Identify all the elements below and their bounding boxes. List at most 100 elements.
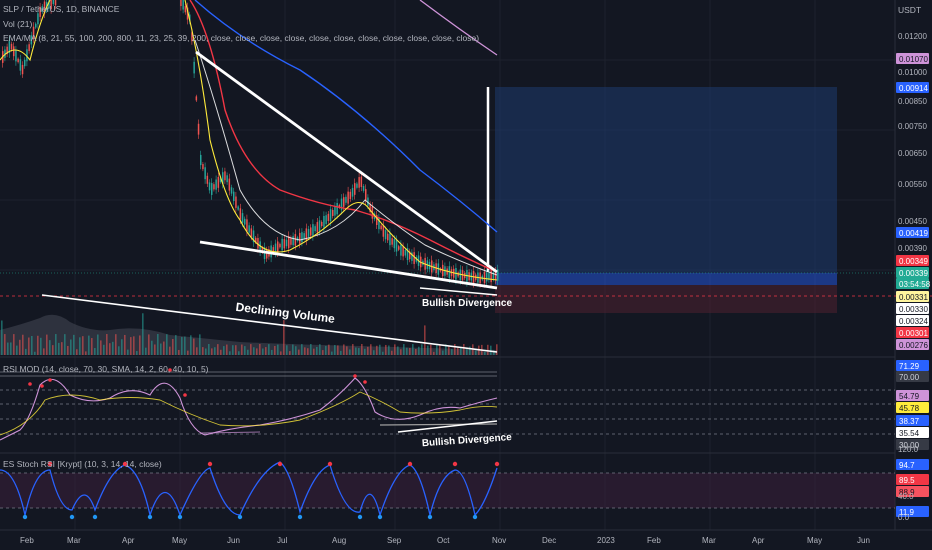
candle-body	[345, 196, 347, 203]
candle-body	[219, 178, 222, 183]
volume-bar	[253, 347, 255, 355]
axis-badge-text: 0.00339	[899, 269, 928, 278]
volume-bar	[178, 349, 180, 355]
volume-bar	[127, 349, 129, 355]
candle-body	[395, 240, 398, 252]
candle-body	[354, 183, 356, 195]
volume-bar	[61, 342, 63, 355]
candle-body	[393, 238, 396, 249]
volume-bar	[325, 345, 327, 355]
symbol-title[interactable]: SLP / TetherUS, 1D, BINANCE	[3, 4, 120, 14]
candle-body	[266, 250, 268, 259]
volume-bar	[40, 337, 42, 355]
rsi-signal-line	[0, 391, 498, 436]
rsi-peak-dot	[183, 393, 187, 397]
candle-body	[228, 178, 231, 191]
candle-body	[17, 58, 19, 63]
candle-body	[252, 230, 255, 243]
volume-bar	[280, 351, 282, 355]
price-axis[interactable]: 0.01200 0.01000 0.00850 0.00750 0.00650 0.005…	[896, 32, 931, 522]
volume-bar	[340, 350, 342, 355]
volume-bar	[370, 344, 372, 355]
time-tick-label: Dec	[542, 536, 556, 545]
stoch-tick-label: 0.0	[898, 513, 910, 522]
candle-body	[8, 41, 11, 54]
axis-badge-text: 71.29	[899, 362, 920, 371]
volume-bar	[34, 351, 36, 355]
time-tick-label: Jun	[857, 536, 870, 545]
volume-indicator-label[interactable]: Vol (21)	[3, 19, 33, 29]
volume-bar	[436, 344, 438, 355]
candle-body	[224, 171, 226, 181]
volume-bar	[475, 350, 477, 355]
volume-bar	[91, 338, 93, 355]
axis-badge: 0.01070	[896, 53, 929, 64]
candle-body	[237, 206, 239, 210]
volume-bar	[88, 335, 90, 355]
volume-bar	[52, 345, 54, 355]
volume-bar	[16, 345, 18, 355]
candle-body	[307, 229, 310, 237]
candle-body	[211, 183, 213, 195]
volume-bar	[28, 337, 30, 355]
volume-bar	[55, 334, 57, 355]
wedge-lower-trendline[interactable]	[199, 240, 498, 290]
volume-bar	[283, 320, 285, 355]
candle-body	[15, 50, 17, 62]
volume-bar	[490, 345, 492, 355]
candle-body	[191, 32, 193, 42]
axis-badge: 11.9	[896, 506, 929, 517]
volume-bar	[373, 350, 375, 355]
volume-bar	[331, 351, 333, 355]
candle-body	[250, 228, 253, 237]
candle-body	[323, 215, 325, 228]
candle-body	[303, 233, 305, 239]
volume-bar	[328, 344, 330, 355]
axis-badge: 0.00330	[896, 303, 929, 314]
time-tick-label: Feb	[20, 536, 34, 545]
volume-bar	[403, 344, 405, 355]
axis-badge: 0.00301	[896, 327, 929, 338]
wedge-upper-trendline[interactable]	[195, 50, 498, 274]
volume-bar	[163, 341, 165, 355]
axis-badge-text: 0.01070	[899, 55, 928, 64]
time-tick-label: Apr	[122, 536, 135, 545]
stoch-overbought-dot	[47, 461, 53, 467]
volume-bar	[160, 343, 162, 355]
price-tick-label: 0.00650	[898, 149, 927, 158]
price-divergence-line[interactable]	[419, 287, 498, 296]
axis-badge-text: 0.00419	[899, 229, 928, 238]
axis-badge: 03:54:58	[896, 278, 931, 289]
entry-zone[interactable]	[495, 273, 837, 285]
axis-badge: 0.00276	[896, 339, 929, 350]
rsi-indicator-label[interactable]: RSI MOD (14, close, 70, 30, SMA, 14, 2, …	[3, 364, 209, 374]
candle-body	[200, 154, 202, 166]
axis-badge-text: 88.9	[899, 488, 915, 497]
candle-body	[382, 225, 385, 237]
candle-body	[329, 209, 332, 222]
volume-bar	[7, 342, 9, 355]
volume-trendline[interactable]	[41, 294, 498, 353]
candle-body	[30, 35, 33, 45]
ema-indicator-label[interactable]: EMA/MA (8, 21, 55, 100, 200, 800, 11, 23…	[3, 33, 480, 43]
stop-zone[interactable]	[495, 285, 837, 313]
candle-body	[10, 43, 13, 50]
stoch-oversold-dot	[427, 514, 433, 520]
volume-bar	[382, 351, 384, 355]
stoch-oversold-dot	[237, 514, 243, 520]
volume-bar	[151, 340, 153, 355]
volume-bar	[148, 334, 150, 355]
candle-body	[195, 96, 198, 101]
stoch-indicator-label[interactable]: ES Stoch RSI [Krypt] (10, 3, 14, 14, clo…	[3, 459, 162, 469]
rsi-divergence-line[interactable]	[397, 420, 498, 433]
volume-bar	[181, 336, 183, 355]
candle-body	[32, 26, 35, 39]
time-axis[interactable]: Feb Mar Apr May Jun Jul Aug Sep Oct Nov Dec 2023 Feb…	[20, 536, 870, 545]
stoch-tick-label: 40.0	[898, 492, 914, 501]
candle-body	[301, 232, 303, 243]
volume-bar	[358, 348, 360, 355]
target-zone[interactable]	[495, 87, 837, 273]
candle-body	[204, 167, 206, 180]
time-tick-label: Apr	[752, 536, 765, 545]
axis-badge: 38.37	[896, 415, 929, 426]
